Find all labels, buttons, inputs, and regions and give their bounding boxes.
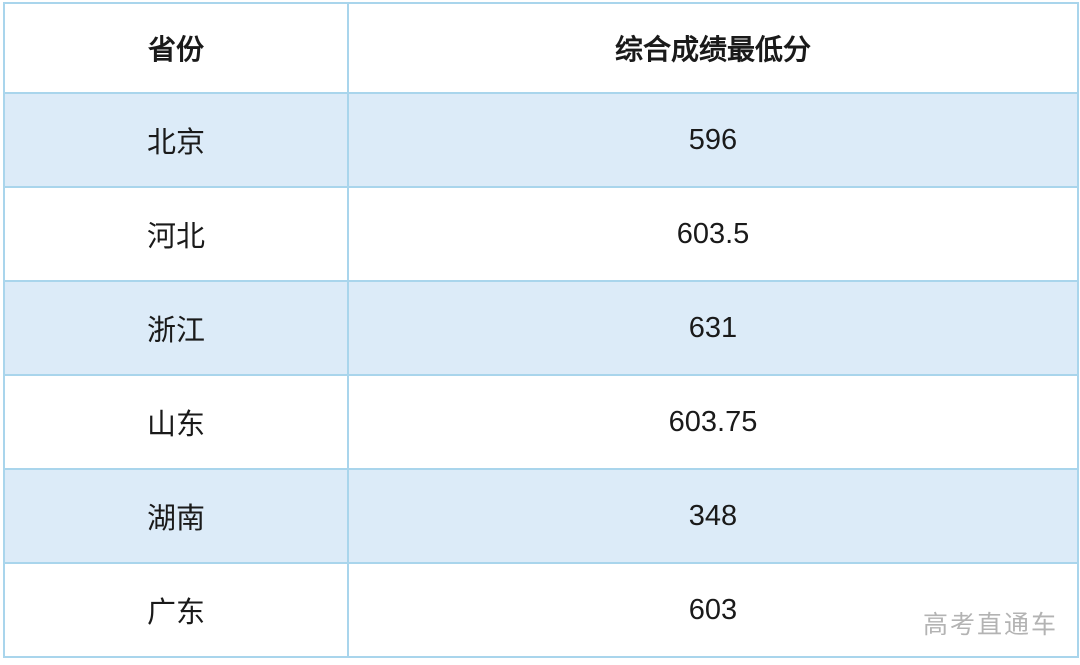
- province-cell: 山东: [3, 374, 349, 470]
- province-cell: 广东: [3, 562, 349, 658]
- score-cell: 603.5: [347, 186, 1079, 282]
- province-cell: 北京: [3, 92, 349, 188]
- score-cell: 603: [347, 562, 1079, 658]
- column-header-province: 省份: [3, 2, 349, 94]
- score-cell: 631: [347, 280, 1079, 376]
- province-cell: 河北: [3, 186, 349, 282]
- header-row: 省份 综合成绩最低分: [3, 2, 1079, 94]
- score-cell: 596: [347, 92, 1079, 188]
- province-cell: 湖南: [3, 468, 349, 564]
- table-row: 河北 603.5: [3, 186, 1079, 282]
- table-row: 广东 603: [3, 562, 1079, 658]
- table-row: 湖南 348: [3, 468, 1079, 564]
- table-row: 北京 596: [3, 92, 1079, 188]
- table-row: 浙江 631: [3, 280, 1079, 376]
- score-cell: 348: [347, 468, 1079, 564]
- column-header-score: 综合成绩最低分: [347, 2, 1079, 94]
- score-cell: 603.75: [347, 374, 1079, 470]
- table-row: 山东 603.75: [3, 374, 1079, 470]
- score-table: 省份 综合成绩最低分 北京 596 河北 603.5 浙江 631 山东 603.75 湖南 34…: [3, 2, 1079, 658]
- province-cell: 浙江: [3, 280, 349, 376]
- table-body: 北京 596 河北 603.5 浙江 631 山东 603.75 湖南 348 广东 603: [3, 92, 1079, 658]
